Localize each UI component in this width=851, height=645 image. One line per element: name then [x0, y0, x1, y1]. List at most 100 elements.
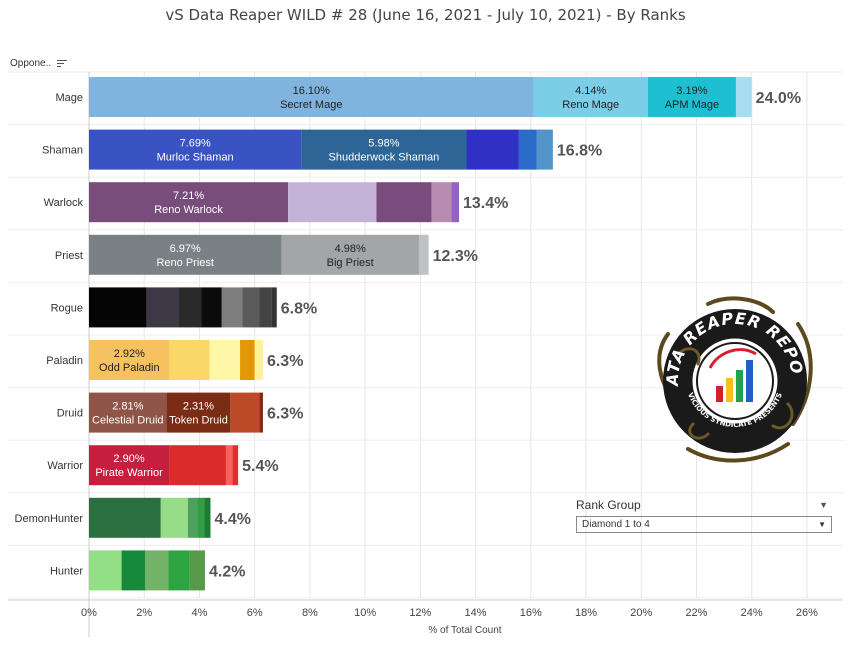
bar-segment — [209, 340, 241, 380]
segment-archetype-label: Secret Mage — [280, 99, 342, 111]
category-label: Shaman — [42, 145, 83, 157]
segment-value-label: 2.90% — [113, 453, 144, 465]
segment-value-label: 6.97% — [170, 243, 201, 255]
bar-segment — [89, 182, 289, 223]
rank-group-select[interactable]: Diamond 1 to 4 ▼ — [576, 516, 832, 533]
bar-segment — [160, 497, 188, 538]
x-tick-label: 20% — [630, 607, 652, 619]
segment-value-label: 2.31% — [183, 401, 214, 413]
segment-archetype-label: Reno Warlock — [154, 204, 223, 216]
segment-archetype-label: Pirate Warrior — [95, 467, 163, 479]
segment-value-label: 7.69% — [180, 138, 211, 150]
column-header[interactable]: Oppone.. — [10, 58, 68, 69]
x-axis-title: % of Total Count — [428, 625, 501, 636]
rank-group-label: Rank Group — [576, 498, 641, 512]
segment-value-label: 16.10% — [293, 85, 331, 97]
x-tick-label: 18% — [575, 607, 597, 619]
chevron-down-icon: ▼ — [818, 520, 826, 529]
category-label: Priest — [55, 250, 83, 262]
bar-segment — [189, 550, 205, 591]
sort-icon[interactable] — [57, 59, 68, 68]
rank-group-selected: Diamond 1 to 4 — [582, 519, 650, 530]
total-value-label: 4.4% — [214, 511, 250, 528]
bar-segment — [254, 340, 263, 380]
bar-segment — [271, 287, 277, 328]
total-value-label: 6.3% — [267, 406, 303, 423]
segment-value-label: 3.19% — [676, 85, 707, 97]
rank-group-menu-icon[interactable]: ▼ — [819, 500, 828, 510]
total-value-label: 12.3% — [433, 248, 478, 265]
data-reaper-logo-icon: DATA REAPER REPORT VICIOUS SYNDICATE PRE… — [641, 279, 813, 463]
x-tick-label: 4% — [191, 607, 207, 619]
category-label: Warlock — [44, 197, 84, 209]
category-label: Mage — [55, 92, 83, 104]
category-label: Paladin — [46, 355, 83, 367]
bar-segment — [281, 234, 419, 275]
bar-segment — [201, 287, 222, 328]
bar-segment — [225, 445, 233, 486]
x-tick-label: 26% — [796, 607, 818, 619]
segment-archetype-label: Reno Mage — [562, 99, 619, 111]
x-tick-label: 2% — [136, 607, 152, 619]
segment-archetype-label: Celestial Druid — [92, 415, 164, 427]
bar-segment — [146, 287, 180, 328]
bar-segment — [259, 287, 272, 328]
total-value-label: 13.4% — [463, 195, 508, 212]
chart-title: vS Data Reaper WILD # 28 (June 16, 2021 … — [165, 6, 686, 24]
category-label: Warrior — [47, 460, 83, 472]
segment-archetype-label: Big Priest — [327, 257, 374, 269]
bar-segment — [89, 129, 302, 170]
bar-segment — [536, 129, 553, 170]
bar-segment — [145, 550, 169, 591]
bar-segment — [240, 340, 255, 380]
bar-segment — [451, 182, 459, 223]
category-label: Druid — [57, 408, 83, 420]
bar-segment — [89, 340, 170, 380]
segment-value-label: 4.14% — [575, 85, 606, 97]
bar-segment — [533, 77, 648, 117]
bar-segment — [230, 392, 260, 433]
segment-archetype-label: Odd Paladin — [99, 362, 160, 374]
bar-segment — [89, 445, 170, 486]
category-label: DemonHunter — [15, 513, 84, 525]
total-value-label: 6.3% — [267, 353, 303, 370]
bar-segment — [89, 77, 534, 117]
bar-segment — [735, 77, 752, 117]
segment-archetype-label: APM Mage — [665, 99, 719, 111]
x-tick-label: 6% — [247, 607, 263, 619]
bar-segment — [89, 497, 161, 538]
column-header-label: Oppone.. — [10, 58, 52, 69]
category-label: Hunter — [50, 565, 83, 577]
bar-segment — [204, 497, 211, 538]
total-value-label: 5.4% — [242, 458, 278, 475]
bar-segment — [466, 129, 519, 170]
segment-value-label: 4.98% — [335, 243, 366, 255]
bar-segment — [242, 287, 260, 328]
x-tick-label: 24% — [741, 607, 763, 619]
bar-segment — [418, 234, 429, 275]
bar-segment — [169, 445, 226, 486]
total-value-label: 24.0% — [756, 90, 801, 107]
bar-segment — [376, 182, 432, 223]
x-tick-label: 8% — [302, 607, 318, 619]
total-value-label: 4.2% — [209, 563, 245, 580]
bar-segment — [647, 77, 736, 117]
segment-value-label: 5.98% — [368, 138, 399, 150]
bar-segment — [168, 550, 190, 591]
bar-segment — [301, 129, 467, 170]
segment-archetype-label: Reno Priest — [156, 257, 213, 269]
segment-archetype-label: Murloc Shaman — [157, 152, 234, 164]
x-tick-label: 14% — [465, 607, 487, 619]
bar-segment — [197, 497, 205, 538]
category-label: Rogue — [51, 302, 83, 314]
bar-segment — [89, 287, 147, 328]
x-tick-label: 16% — [520, 607, 542, 619]
segment-value-label: 2.81% — [112, 401, 143, 413]
segment-archetype-label: Token Druid — [169, 415, 228, 427]
x-tick-label: 22% — [685, 607, 707, 619]
bar-segment — [431, 182, 452, 223]
bar-segment — [232, 445, 239, 486]
segment-value-label: 7.21% — [173, 190, 204, 202]
x-tick-label: 10% — [354, 607, 376, 619]
bar-segment — [179, 287, 202, 328]
